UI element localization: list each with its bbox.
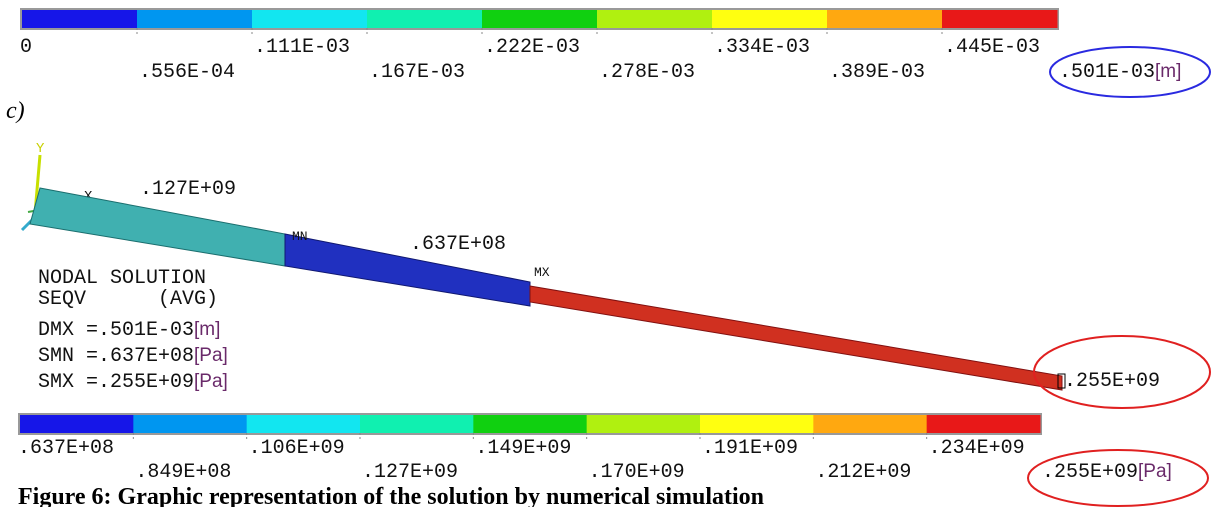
caption: Figure 6: Graphic representation of the … [18,484,764,507]
legend-label: .501E-03 [1059,61,1155,84]
legend-label: .167E-03 [369,61,465,84]
color-band [827,10,943,28]
color-band [252,10,368,28]
legend-label: 0 [20,36,32,59]
legend-label: .111E-03 [254,36,350,59]
legend-label: .849E+08 [135,461,231,484]
legend-label: .278E-03 [599,61,695,84]
info-title: NODAL SOLUTION [38,267,206,290]
legend-label: .222E-03 [484,36,580,59]
info-mode: (AVG) [158,288,218,311]
legend-label: .234E+09 [929,437,1025,460]
legend-label: .127E+09 [362,461,458,484]
color-band [482,10,598,28]
color-band [137,10,253,28]
figure: 0 .556E-04 .111E-03 .167E-03 .222E-03 .278E-0… [0,0,1215,507]
annotation: MX [534,265,550,280]
info-unit: [Pa] [194,371,228,392]
annotation: .637E+08 [410,233,506,256]
info-item: SEQV [38,288,86,311]
legend-label: .389E-03 [829,61,925,84]
color-band [473,415,587,433]
color-band [367,10,483,28]
color-band [712,10,828,28]
info-rows: DMX =.501E-03[m]SMN =.637E+08[Pa]SMX =.2… [38,319,228,394]
legend-label: .191E+09 [702,437,798,460]
legend-label: .149E+09 [475,437,571,460]
color-band [360,415,474,433]
legend-label: .106E+09 [249,437,345,460]
color-band [587,415,701,433]
annotation: .127E+09 [140,178,236,201]
color-band [20,415,134,433]
legend-label: .556E-04 [139,61,235,84]
bottom-colorbar: .637E+08 .849E+08 .106E+09 .127E+09 .149E+09… [18,413,1172,484]
legend-label: .334E-03 [714,36,810,59]
color-band [700,415,814,433]
color-band [22,10,138,28]
info-row: DMX =.501E-03 [38,319,194,342]
color-band [942,10,1058,28]
legend-label: .637E+08 [18,437,114,460]
color-band [813,415,927,433]
max-label: .255E+09 [1064,370,1160,393]
legend-unit: [m] [1155,61,1181,82]
color-band [247,415,361,433]
color-band [927,415,1041,433]
color-band [597,10,713,28]
info-unit: [Pa] [194,345,228,366]
axis-label: Y [36,141,45,157]
info-unit: [m] [194,319,220,340]
legend-label: .255E+09 [1042,461,1138,484]
annotation: MN [292,229,308,244]
page: 0 .556E-04 .111E-03 .167E-03 .222E-03 .278E-0… [0,0,1215,507]
color-band [133,415,247,433]
info-row: SMN =.637E+08 [38,345,194,368]
info-row: SMX =.255E+09 [38,371,194,394]
legend-label: .445E-03 [944,36,1040,59]
top-colorbar: 0 .556E-04 .111E-03 .167E-03 .222E-03 .278E-0… [20,8,1181,84]
panel-label: c) [6,98,25,124]
legend-label: .170E+09 [589,461,685,484]
legend-label: .212E+09 [815,461,911,484]
legend-unit: [Pa] [1138,461,1172,482]
